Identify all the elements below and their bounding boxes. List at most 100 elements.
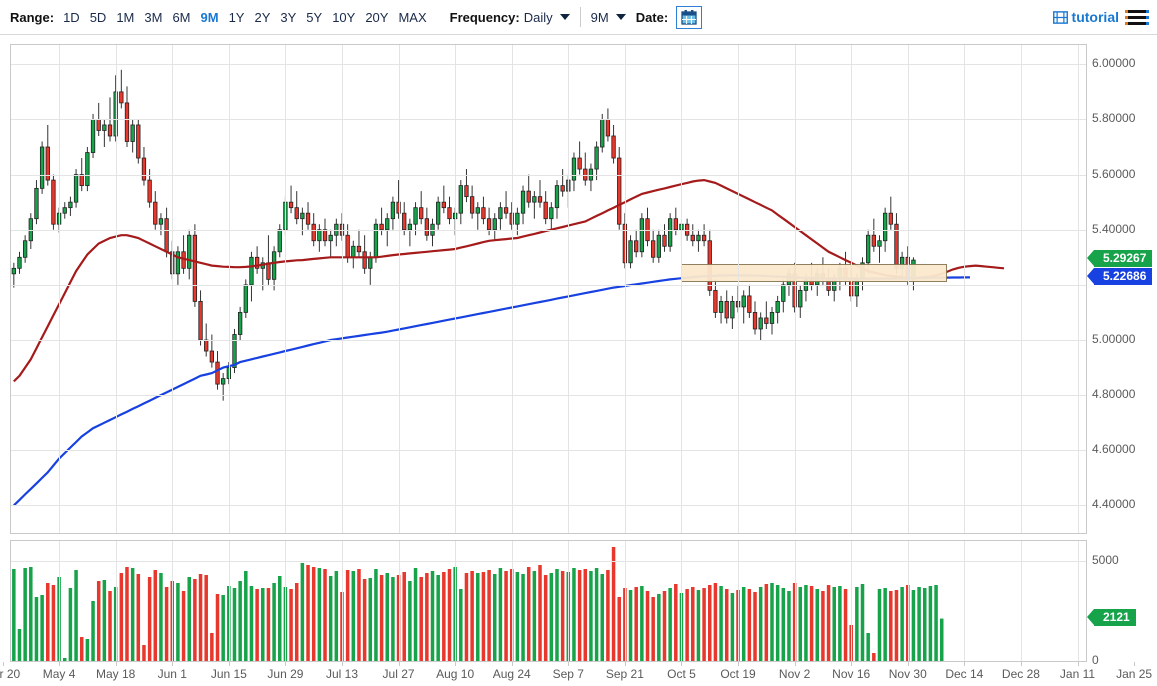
candle-body xyxy=(164,218,169,253)
range-option-max[interactable]: MAX xyxy=(398,9,427,25)
volume-bar xyxy=(210,633,214,661)
gridline-vertical xyxy=(172,45,174,533)
range-option-3m[interactable]: 3M xyxy=(144,9,163,25)
candle-body xyxy=(277,229,282,253)
gridline-horizontal xyxy=(11,229,1086,231)
range-selector[interactable]: 1D 5D 1M 3M 6M 9M 1Y 2Y 3Y 5Y 10Y 20Y MAX xyxy=(58,10,432,25)
date-axis-tick: May 4 xyxy=(42,667,76,681)
volume-bar xyxy=(79,637,84,661)
range-option-6m[interactable]: 6M xyxy=(172,9,191,25)
volume-bar xyxy=(266,588,271,661)
candle-body xyxy=(300,212,305,220)
candle-body xyxy=(249,256,254,286)
gridline-vertical xyxy=(624,45,626,533)
date-axis-tick: May 18 xyxy=(95,667,136,681)
volume-bar xyxy=(917,587,921,661)
date-axis-tickmark xyxy=(115,662,117,666)
volume-bar xyxy=(62,658,67,661)
candle-body xyxy=(492,218,497,231)
date-axis-tickmark xyxy=(907,662,909,666)
volume-bar xyxy=(555,569,559,661)
volume-bar xyxy=(204,575,208,661)
volume-bar xyxy=(193,579,197,661)
candle-body xyxy=(571,157,577,181)
volume-bar xyxy=(821,591,825,661)
date-axis-tickmark xyxy=(398,662,400,666)
volume-bar xyxy=(436,575,440,661)
candle-body xyxy=(662,234,667,247)
range-option-1y[interactable]: 1Y xyxy=(228,9,245,25)
candle-body xyxy=(124,102,130,142)
candle-body xyxy=(294,207,299,220)
frequency-label: Frequency: xyxy=(449,9,520,25)
frequency-dropdown[interactable]: Daily xyxy=(524,10,570,25)
gridline-vertical xyxy=(1077,45,1079,533)
range-option-2y[interactable]: 2Y xyxy=(254,9,271,25)
candle-body xyxy=(390,201,396,220)
calendar-icon-button[interactable] xyxy=(676,5,703,29)
volume-bar xyxy=(215,594,220,661)
range-option-1m[interactable]: 1M xyxy=(116,9,135,25)
range-option-3y[interactable]: 3Y xyxy=(280,9,297,25)
gridline-vertical xyxy=(964,45,966,533)
candle-body xyxy=(153,201,158,225)
current-price-badge-value: 5.29267 xyxy=(1103,250,1147,265)
gridline-vertical xyxy=(228,541,230,661)
candle-body xyxy=(769,312,775,324)
volume-bar xyxy=(758,587,763,661)
date-axis-tickmark xyxy=(794,662,796,666)
date-axis-tick: Jun 15 xyxy=(210,667,247,681)
gridline-vertical xyxy=(398,541,400,661)
candle-body xyxy=(62,207,67,214)
volume-bar xyxy=(657,594,661,661)
volume-bar xyxy=(23,568,27,661)
range-option-10y[interactable]: 10Y xyxy=(332,9,356,25)
volume-bar xyxy=(142,645,146,661)
period-dropdown[interactable]: 9M xyxy=(591,10,626,25)
range-option-9m[interactable]: 9M xyxy=(200,9,219,25)
volume-bar xyxy=(40,595,44,661)
gridline-vertical xyxy=(455,541,457,661)
range-option-20y[interactable]: 20Y xyxy=(365,9,389,25)
date-axis-tick: Nov 2 xyxy=(778,667,811,681)
volume-bar xyxy=(628,590,633,661)
gridline-vertical xyxy=(115,45,117,533)
volume-bar xyxy=(277,576,282,661)
candle-body xyxy=(537,196,543,203)
volume-bar xyxy=(447,569,452,661)
date-axis-tick: Apr 20 xyxy=(0,667,21,681)
chevron-down-icon xyxy=(559,14,570,20)
volume-bar xyxy=(102,580,107,661)
volume-bar xyxy=(724,589,729,661)
date-axis-tick: Oct 5 xyxy=(667,667,696,681)
candle-body xyxy=(232,334,237,368)
volume-bar xyxy=(176,583,180,661)
volume-bar xyxy=(866,633,870,661)
range-option-5y[interactable]: 5Y xyxy=(306,9,323,25)
range-option-5d[interactable]: 5D xyxy=(89,9,107,25)
moving-average-line xyxy=(13,178,1005,383)
candle-body xyxy=(221,378,226,385)
tutorial-link[interactable]: tutorial xyxy=(1052,9,1119,25)
candle-body xyxy=(560,185,565,192)
volume-bar xyxy=(17,629,22,661)
gridline-horizontal xyxy=(11,340,1086,341)
price-pane[interactable] xyxy=(10,44,1087,534)
volume-pane[interactable] xyxy=(10,540,1087,662)
volume-bar xyxy=(594,568,599,661)
gridline-horizontal xyxy=(11,561,1086,562)
current-volume-badge-value: 2121 xyxy=(1103,610,1130,625)
volume-bar xyxy=(181,591,186,661)
range-option-1d[interactable]: 1D xyxy=(63,9,80,25)
volume-bar xyxy=(900,587,904,661)
candle-body xyxy=(696,234,701,242)
candle-body xyxy=(243,284,248,313)
volume-bar xyxy=(702,588,706,661)
volume-bar xyxy=(764,584,769,661)
candle-body xyxy=(866,234,871,264)
volume-bar xyxy=(261,588,265,661)
candle-body xyxy=(532,196,537,203)
price-series-layer xyxy=(11,69,1005,507)
date-axis-tickmark xyxy=(851,662,853,666)
hamburger-menu-icon[interactable] xyxy=(1125,7,1149,28)
